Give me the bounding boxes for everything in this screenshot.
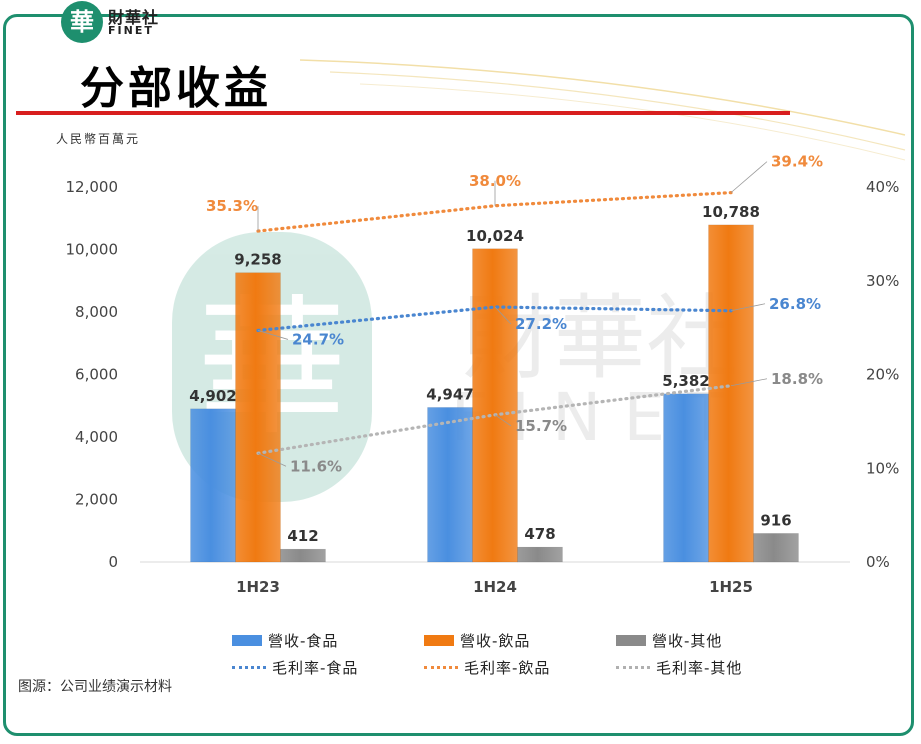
legend-label-margin-food: 毛利率-食品 [272,659,359,677]
source-note: 图源：公司业绩演示材料 [18,679,172,695]
legend-item-margin-other: 毛利率-其他 [616,657,742,678]
chart-legend: 營收-食品 營收-飲品 營收-其他 毛利率-食品 毛利率-飲品 毛利率-其他 [232,630,792,680]
y-left-tick-label: 2,000 [75,491,118,509]
logo-english-name: FINET [108,24,154,37]
legend-swatch-margin-other [616,666,650,669]
y-right-tick-label: 10% [866,459,899,477]
x-tick-label: 1H25 [709,578,753,596]
bar-營收-食品 [190,408,236,563]
legend-label-other: 營收-其他 [652,632,723,650]
y-left-tick-label: 12,000 [66,178,119,196]
bar-value-label: 412 [287,527,318,545]
margin-leader-line [730,303,766,312]
y-left-tick-label: 4,000 [75,428,118,446]
legend-item-revenue-beverage: 營收-飲品 [424,630,530,651]
bar-value-label: 9,258 [234,251,281,269]
margin-line-毛利率-食品 [256,305,733,333]
margin-leader-line [494,414,512,427]
x-tick-label: 1H24 [473,578,517,596]
bar-營收-其他 [753,533,799,563]
margin-leader-line [257,330,289,340]
margin-value-label: 18.8% [771,370,823,388]
legend-swatch-margin-food [232,666,266,669]
bar-value-label: 4,947 [426,385,473,403]
bar-營收-其他 [280,548,326,563]
y-right-tick-label: 40% [866,178,899,196]
y-left-tick-label: 10,000 [66,241,119,259]
y-right-tick-label: 30% [866,272,899,290]
legend-label-beverage: 營收-飲品 [460,632,531,650]
margin-value-label: 11.6% [290,457,342,475]
bar-營收-飲品 [235,272,281,563]
margin-value-label: 39.4% [771,153,823,171]
margin-leader-line [730,378,768,387]
legend-swatch-other [616,635,646,646]
legend-swatch-food [232,635,262,646]
bar-value-label: 10,024 [466,227,524,245]
legend-swatch-margin-beverage [424,666,458,669]
legend-label-food: 營收-食品 [268,632,339,650]
legend-label-margin-beverage: 毛利率-飲品 [464,659,551,677]
unit-label: 人民幣百萬元 [56,132,141,146]
legend-swatch-beverage [424,635,454,646]
bar-營收-食品 [427,407,473,563]
margin-value-label: 15.7% [515,417,567,435]
logo-chinese-name: 財華社 [108,8,160,27]
page-title: 分部收益 [80,63,272,114]
svg-text:華: 華 [70,7,94,36]
y-left-tick-label: 6,000 [75,366,118,384]
chart-frame [3,14,914,736]
legend-item-margin-beverage: 毛利率-飲品 [424,657,550,678]
bar-營收-其他 [517,546,563,563]
bar-value-label: 5,382 [662,372,709,390]
bar-營收-飲品 [472,248,518,563]
bar-value-label: 4,902 [189,387,236,405]
bar-value-label: 916 [760,511,791,529]
bar-value-label: 10,788 [702,203,760,221]
margin-value-label: 26.8% [769,295,821,313]
margin-line-毛利率-飲品 [256,191,733,233]
bar-營收-食品 [663,393,709,563]
y-right-tick-label: 0% [866,553,890,571]
margin-value-label: 38.0% [469,172,521,190]
bar-value-label: 478 [524,525,555,543]
legend-item-margin-food: 毛利率-食品 [232,657,358,678]
legend-item-revenue-other: 營收-其他 [616,630,722,651]
margin-leader-line [730,161,768,193]
margin-value-label: 27.2% [515,315,567,333]
legend-item-revenue-food: 營收-食品 [232,630,338,651]
y-right-tick-label: 20% [866,366,899,384]
x-tick-label: 1H23 [236,578,280,596]
finet-logo-icon: 華 [61,1,103,43]
margin-leader-line [494,306,512,325]
y-left-tick-label: 0 [108,553,118,571]
legend-label-margin-other: 毛利率-其他 [656,659,743,677]
margin-leader-line [257,452,287,467]
y-left-tick-label: 8,000 [75,303,118,321]
margin-value-label: 24.7% [292,330,344,348]
margin-value-label: 35.3% [206,197,258,215]
bar-營收-飲品 [708,224,754,563]
